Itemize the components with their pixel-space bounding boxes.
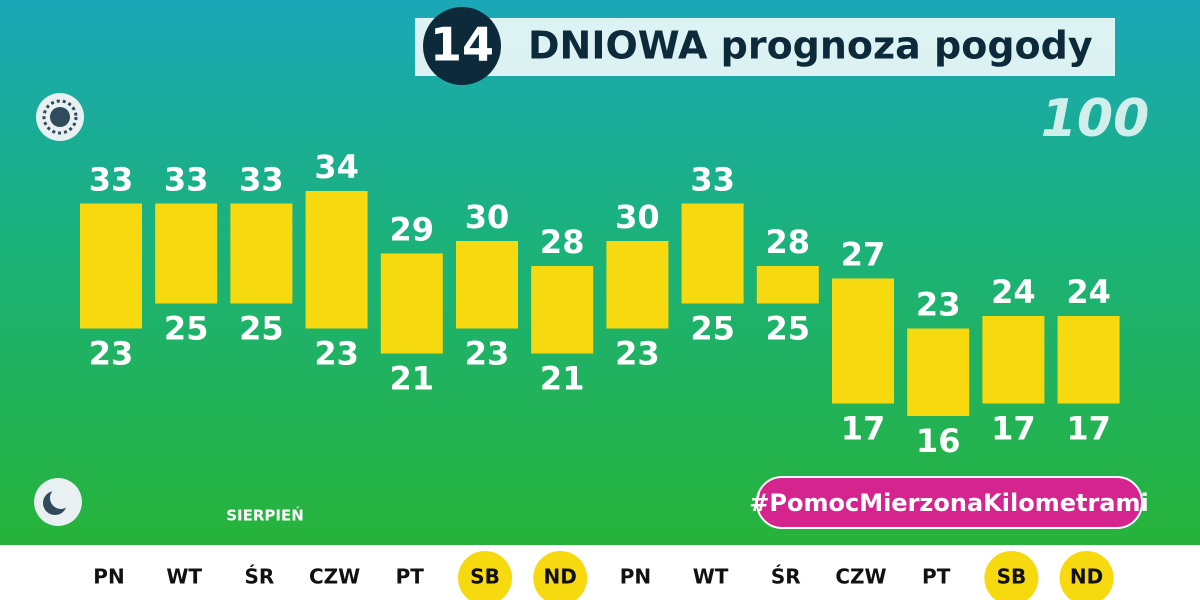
high-label: 34 xyxy=(314,148,359,186)
high-label: 27 xyxy=(841,236,886,274)
low-label: 23 xyxy=(89,335,134,373)
day-label: PN xyxy=(93,565,124,589)
day-label: ND xyxy=(544,565,577,589)
high-label: 33 xyxy=(164,161,209,199)
low-label: 16 xyxy=(916,422,961,460)
hashtag: #PomocMierzonaKilometrami xyxy=(749,489,1148,517)
high-label: 28 xyxy=(766,223,811,261)
low-label: 17 xyxy=(991,410,1036,448)
moon-icon xyxy=(34,478,82,526)
bar xyxy=(380,253,443,354)
day-label: CZW xyxy=(309,565,360,589)
bar xyxy=(832,278,894,404)
bar xyxy=(681,203,744,304)
low-label: 25 xyxy=(690,310,735,348)
bar xyxy=(907,328,970,416)
bar xyxy=(155,203,218,304)
bar xyxy=(531,266,594,354)
badge-circle xyxy=(423,7,501,85)
logo: 100 xyxy=(1041,89,1150,149)
low-label: 21 xyxy=(390,360,435,398)
low-label: 23 xyxy=(314,335,359,373)
bar xyxy=(230,203,293,304)
badge: 14 xyxy=(430,18,494,72)
low-label: 25 xyxy=(164,310,209,348)
low-label: 23 xyxy=(465,335,510,373)
high-label: 29 xyxy=(390,211,435,249)
day-highlight xyxy=(984,551,1039,600)
day-highlight xyxy=(1059,551,1114,600)
day-label: ND xyxy=(1070,565,1103,589)
day-label: WT xyxy=(166,565,202,589)
day-label: CZW xyxy=(835,565,886,589)
high-label: 33 xyxy=(690,161,735,199)
month-label: SIERPIEŃ xyxy=(226,506,304,525)
bar xyxy=(606,241,669,329)
hashtag-pill xyxy=(756,476,1143,529)
bar xyxy=(982,316,1045,404)
low-label: 23 xyxy=(615,335,660,373)
day-label: SB xyxy=(997,565,1027,589)
bar xyxy=(80,203,142,329)
bar xyxy=(756,266,819,304)
day-label: ŚR xyxy=(244,565,274,589)
title-band xyxy=(415,18,1115,76)
low-label: 25 xyxy=(239,310,284,348)
day-label: PN xyxy=(620,565,651,589)
high-label: 30 xyxy=(615,198,660,236)
high-label: 24 xyxy=(991,273,1036,311)
low-label: 17 xyxy=(841,410,886,448)
bar xyxy=(1057,316,1120,404)
high-label: 28 xyxy=(540,223,585,261)
day-label: SB xyxy=(470,565,500,589)
bar xyxy=(456,241,518,329)
high-label: 30 xyxy=(465,198,510,236)
day-label: WT xyxy=(693,565,729,589)
high-label: 33 xyxy=(89,161,134,199)
high-label: 33 xyxy=(239,161,284,199)
sun-icon xyxy=(36,93,84,141)
day-highlight xyxy=(533,551,588,600)
low-label: 21 xyxy=(540,360,585,398)
day-highlight xyxy=(458,551,512,600)
high-label: 23 xyxy=(916,286,961,324)
bar xyxy=(305,191,368,329)
day-label: PT xyxy=(396,565,425,589)
high-label: 24 xyxy=(1066,273,1111,311)
low-label: 17 xyxy=(1066,410,1111,448)
day-label: ŚR xyxy=(771,565,801,589)
day-label: PT xyxy=(922,565,951,589)
low-label: 25 xyxy=(766,310,811,348)
chart-title: DNIOWA prognoza pogody xyxy=(528,24,1093,68)
